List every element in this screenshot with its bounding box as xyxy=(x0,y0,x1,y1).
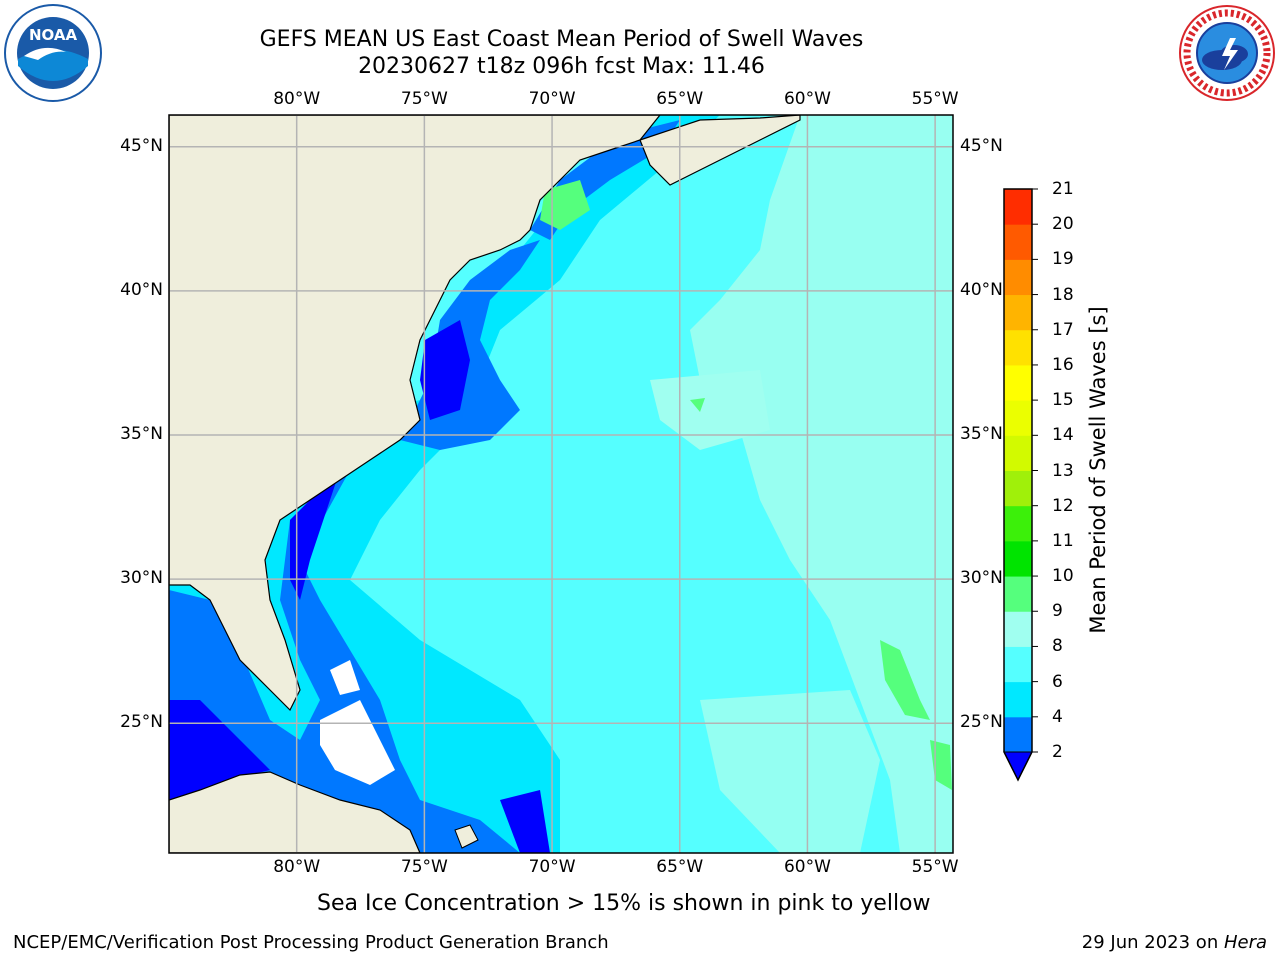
colorbar-extend-triangle xyxy=(1003,751,1033,782)
colorbar-segment-9 xyxy=(1004,400,1032,436)
map-frame xyxy=(168,114,954,854)
green-patch-central xyxy=(690,398,705,412)
lon-label-bottom-3: 65°W xyxy=(656,857,704,877)
colorbar-segment-10 xyxy=(1004,364,1032,401)
colorbar-segment-14 xyxy=(1004,224,1032,260)
lon-label-bottom-0: 80°W xyxy=(273,857,321,877)
footer-host: Hera xyxy=(1223,932,1267,953)
nws-logo-icon xyxy=(1179,5,1275,101)
lat-label-left-0: 45°N xyxy=(120,135,163,156)
white-bank-small xyxy=(330,660,360,695)
lat-label-right-2: 35°N xyxy=(960,423,1003,444)
colorbar-segment-1 xyxy=(1004,681,1032,718)
lon-label-bottom-4: 60°W xyxy=(783,857,831,877)
lon-label-top-5: 55°W xyxy=(911,89,959,109)
lon-label-top-4: 60°W xyxy=(783,89,831,109)
colorbar-tick-label-7: 12 xyxy=(1052,495,1074,516)
land-cuba xyxy=(169,771,421,853)
white-bahamas-bank xyxy=(320,700,395,785)
lon-label-top-1: 75°W xyxy=(400,89,448,109)
colorbar-segment-8 xyxy=(1004,435,1032,471)
colorbar-segment-3 xyxy=(1004,611,1032,647)
map-layers xyxy=(169,115,953,853)
chart-title: GEFS MEAN US East Coast Mean Period of S… xyxy=(259,27,864,52)
lon-label-bottom-5: 55°W xyxy=(911,857,959,877)
colorbar-tick-label-5: 10 xyxy=(1052,566,1074,587)
colorbar-segment-0 xyxy=(1004,716,1032,753)
colorbar-segment-15 xyxy=(1004,189,1032,225)
colorbar-tick-label-6: 11 xyxy=(1052,530,1074,551)
darkblue-caribbean xyxy=(500,790,550,853)
colorbar-tick-label-14: 19 xyxy=(1052,249,1074,270)
colorbar-tick-label-1: 4 xyxy=(1052,706,1063,727)
footer-date-text: 29 Jun 2023 on xyxy=(1081,932,1224,953)
footer-date: 29 Jun 2023 on Hera xyxy=(1082,932,1267,954)
lat-label-right-0: 45°N xyxy=(960,135,1003,156)
aqua-region-southeast xyxy=(700,690,880,853)
colorbar-tick-label-10: 15 xyxy=(1052,390,1074,411)
colorbar-tick-label-3: 8 xyxy=(1052,636,1063,657)
lat-label-right-4: 25°N xyxy=(960,712,1003,733)
colorbar-tick-label-12: 17 xyxy=(1052,319,1074,340)
noaa-logo-text: NOAA xyxy=(29,26,78,44)
lat-label-left-1: 40°N xyxy=(120,279,163,300)
darkblue-southeast-coast xyxy=(290,470,340,600)
colorbar-segment-7 xyxy=(1004,470,1032,507)
colorbar-segment-5 xyxy=(1004,540,1032,577)
lat-label-left-4: 25°N xyxy=(120,712,163,733)
colorbar-tick-label-11: 16 xyxy=(1052,354,1074,375)
colorbar-tick-label-13: 18 xyxy=(1052,284,1074,305)
colorbar-segment-11 xyxy=(1004,329,1032,366)
colorbar-tick-label-16: 21 xyxy=(1052,179,1074,199)
colorbar-segment-6 xyxy=(1004,505,1032,542)
lon-label-top-3: 65°W xyxy=(656,89,704,109)
lat-label-right-3: 30°N xyxy=(960,568,1003,589)
lat-label-left-2: 35°N xyxy=(120,423,163,444)
lon-label-bottom-2: 70°W xyxy=(528,857,576,877)
colorbar-tick-label-2: 6 xyxy=(1052,671,1063,692)
noaa-logo-icon: NOAA xyxy=(4,4,102,102)
colorbar-tick-label-4: 9 xyxy=(1052,601,1063,622)
green-patch-east-1 xyxy=(880,640,930,720)
darkblue-chesapeake xyxy=(420,320,470,420)
colorbar-tick-label-0: 2 xyxy=(1052,742,1063,762)
colorbar-tick-label-8: 13 xyxy=(1052,460,1074,481)
sea-ice-caption: Sea Ice Concentration > 15% is shown in … xyxy=(317,891,931,916)
colorbar-segment-2 xyxy=(1004,646,1032,683)
colorbar-frame xyxy=(1003,188,1033,782)
colorbar-label: Mean Period of Swell Waves [s] xyxy=(1086,306,1110,634)
lon-label-top-0: 80°W xyxy=(273,89,321,109)
colorbar-tick-label-15: 20 xyxy=(1052,214,1074,235)
land-north-america xyxy=(169,115,661,712)
lon-label-bottom-1: 75°W xyxy=(400,857,448,877)
lon-label-top-2: 70°W xyxy=(528,89,576,109)
colorbar-segment-12 xyxy=(1004,294,1032,331)
colorbar-tick-label-9: 14 xyxy=(1052,425,1074,446)
land-hispaniola-bit xyxy=(454,824,479,849)
footer-credit: NCEP/EMC/Verification Post Processing Pr… xyxy=(13,932,609,953)
colorbar-segment-4 xyxy=(1004,576,1032,612)
colorbar-segment-13 xyxy=(1004,259,1032,296)
chart-subtitle: 20230627 t18z 096h fcst Max: 11.46 xyxy=(358,54,765,79)
lat-label-left-3: 30°N xyxy=(120,568,163,589)
lat-label-right-1: 40°N xyxy=(960,279,1003,300)
